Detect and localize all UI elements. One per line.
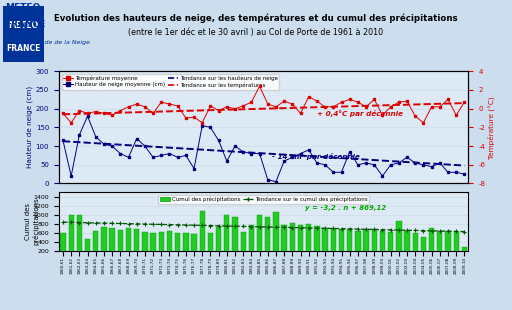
- Bar: [445, 231, 451, 260]
- Text: + 0,4°C par décennie: + 0,4°C par décennie: [317, 110, 403, 117]
- Bar: [347, 229, 352, 260]
- Bar: [93, 231, 98, 260]
- Bar: [323, 228, 328, 260]
- Bar: [257, 215, 262, 260]
- Bar: [167, 231, 172, 260]
- Bar: [232, 217, 238, 260]
- Bar: [134, 229, 139, 260]
- Bar: [159, 232, 164, 260]
- Bar: [437, 232, 442, 260]
- Bar: [224, 215, 229, 260]
- Bar: [462, 247, 467, 260]
- Text: Centre d'Etude de la Neige: Centre d'Etude de la Neige: [5, 40, 90, 45]
- Bar: [265, 217, 270, 260]
- Text: FRANCE: FRANCE: [6, 43, 40, 53]
- Bar: [85, 239, 90, 260]
- Text: METEO: METEO: [8, 21, 38, 30]
- Bar: [388, 232, 393, 260]
- Bar: [118, 230, 123, 260]
- Bar: [364, 230, 369, 260]
- Bar: [191, 234, 197, 260]
- Text: METEO: METEO: [5, 3, 40, 12]
- Text: y = -3,2 . n + 869,12: y = -3,2 . n + 869,12: [305, 205, 386, 211]
- Bar: [290, 224, 295, 260]
- Bar: [101, 227, 106, 260]
- Bar: [282, 225, 287, 260]
- Bar: [404, 231, 410, 260]
- Bar: [200, 211, 205, 260]
- Bar: [273, 212, 279, 260]
- Bar: [60, 233, 66, 260]
- Bar: [249, 225, 254, 260]
- Bar: [175, 233, 180, 260]
- Bar: [69, 215, 74, 260]
- Bar: [298, 225, 303, 260]
- Bar: [110, 228, 115, 260]
- Text: Evolution des hauteurs de neige, des températures et du cumul des précipitations: Evolution des hauteurs de neige, des tem…: [54, 14, 458, 24]
- Bar: [151, 233, 156, 260]
- Legend: Cumul des précipitations, Tendance sur le cumul des précipitations: Cumul des précipitations, Tendance sur l…: [158, 195, 369, 204]
- Bar: [314, 226, 319, 260]
- Legend: Température moyenne, Hauteur de neige moyenne (cm), Tendance sur les hauteurs de: Température moyenne, Hauteur de neige mo…: [61, 74, 279, 90]
- Bar: [331, 229, 336, 260]
- Text: (entre le 1er déc et le 30 avril ) au Col de Porte de 1961 à 2010: (entre le 1er déc et le 30 avril ) au Co…: [129, 28, 383, 37]
- Bar: [126, 228, 131, 260]
- Bar: [372, 229, 377, 260]
- Bar: [216, 227, 221, 260]
- Y-axis label: Hauteur de neige (cm): Hauteur de neige (cm): [27, 86, 33, 168]
- Bar: [355, 231, 360, 260]
- Bar: [421, 237, 426, 260]
- Y-axis label: Cumul des
précipitations: Cumul des précipitations: [25, 198, 39, 246]
- Text: FRANCE: FRANCE: [5, 20, 46, 29]
- Bar: [380, 231, 385, 260]
- Bar: [413, 233, 418, 260]
- Bar: [454, 232, 459, 260]
- Bar: [339, 229, 344, 260]
- Bar: [306, 224, 311, 260]
- Bar: [142, 232, 147, 260]
- Bar: [208, 233, 213, 260]
- Bar: [396, 221, 401, 260]
- Bar: [241, 232, 246, 260]
- Bar: [183, 233, 188, 260]
- Bar: [77, 215, 82, 260]
- Bar: [429, 228, 434, 260]
- Y-axis label: Température (°C): Température (°C): [488, 96, 496, 159]
- Text: - 14 cm  par décennie: - 14 cm par décennie: [272, 153, 360, 160]
